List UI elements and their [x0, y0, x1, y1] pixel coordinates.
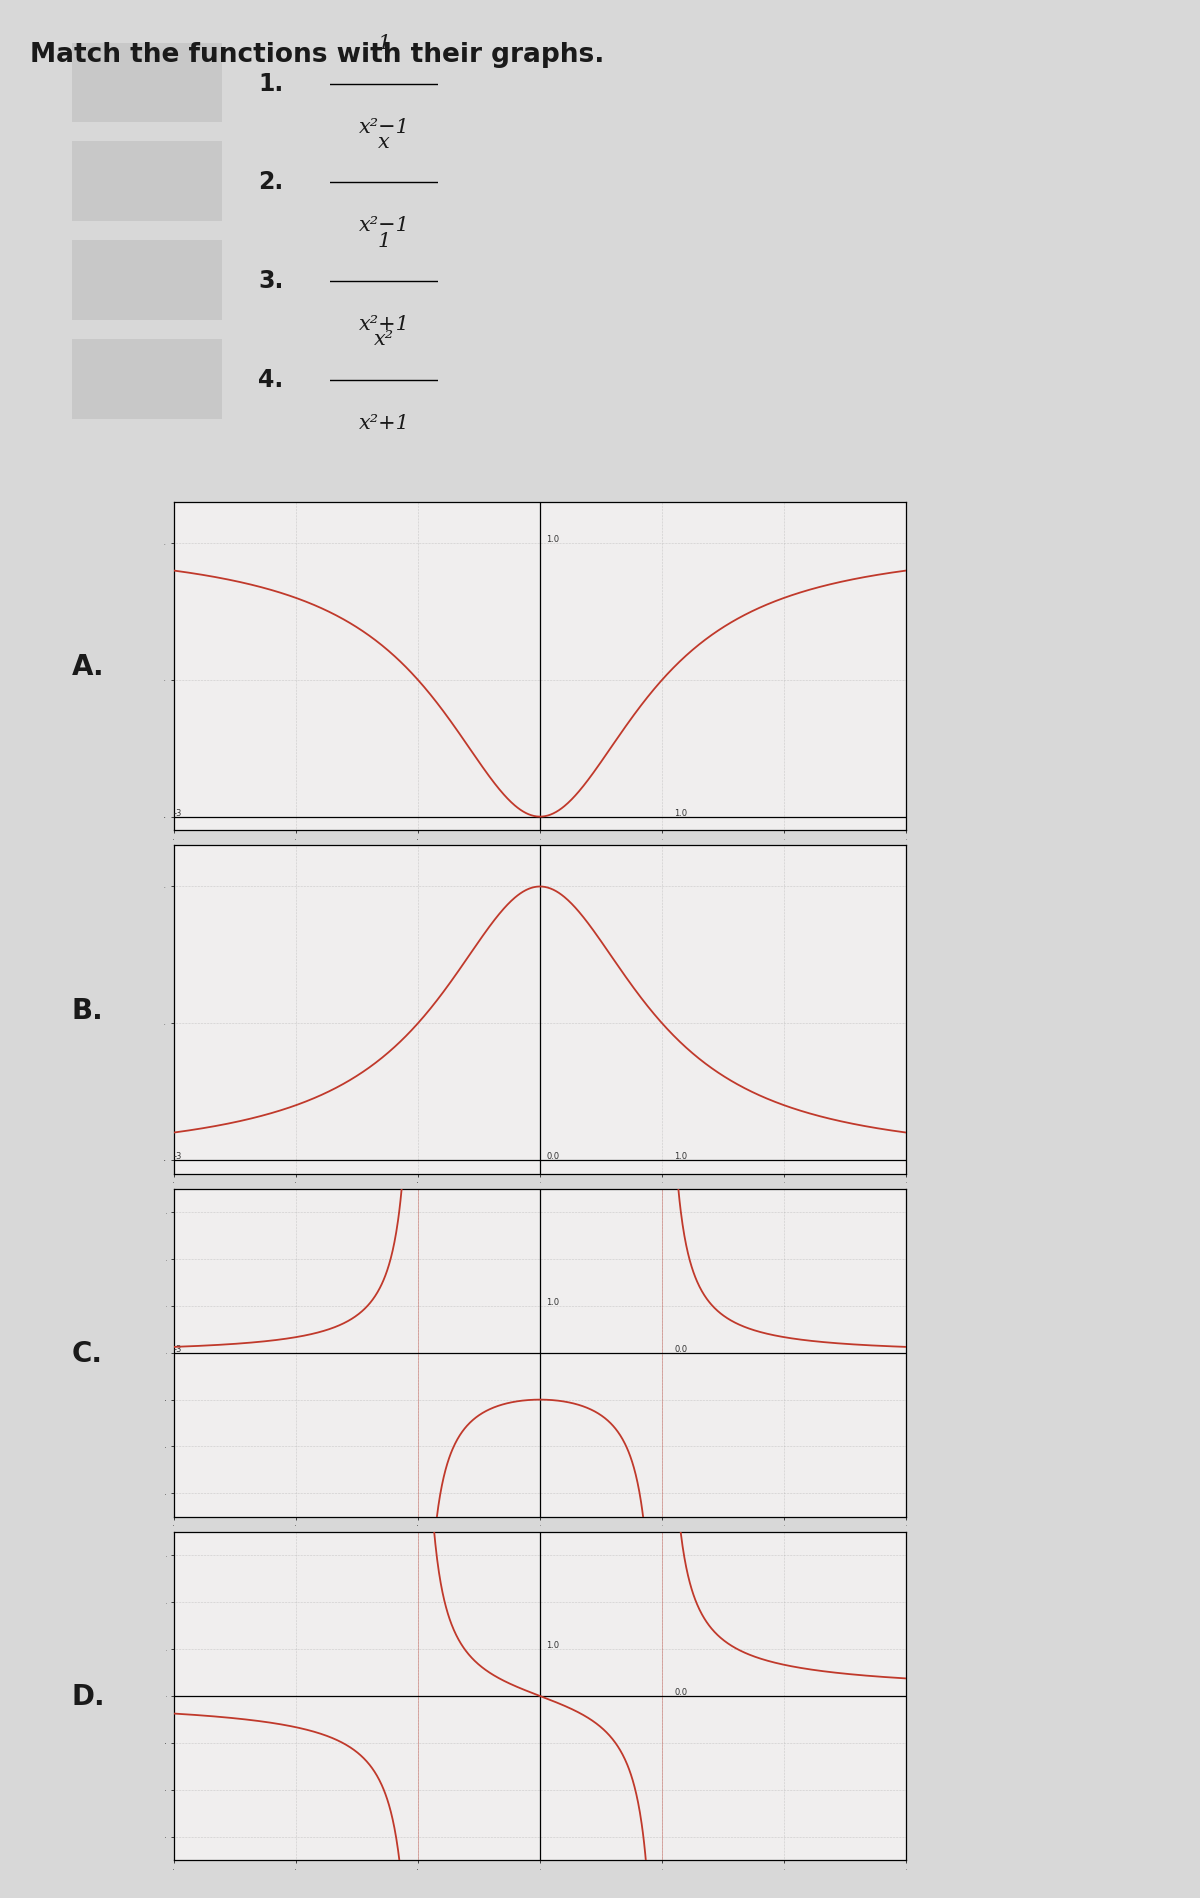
Text: x²: x²: [374, 330, 394, 349]
Text: 0.0: 0.0: [546, 1152, 559, 1160]
Text: 0.0: 0.0: [674, 1344, 688, 1353]
Text: 1.0: 1.0: [546, 1296, 559, 1306]
Text: -3: -3: [174, 1344, 182, 1353]
Text: B.: B.: [72, 996, 103, 1023]
Text: C.: C.: [72, 1340, 103, 1367]
Text: -3: -3: [174, 809, 182, 818]
Text: 1: 1: [377, 232, 391, 251]
Text: 2.: 2.: [258, 171, 283, 194]
Text: -3: -3: [174, 1152, 182, 1160]
FancyBboxPatch shape: [65, 239, 229, 323]
Text: x: x: [378, 133, 390, 152]
Text: x²+1: x²+1: [359, 315, 409, 334]
Text: x²−1: x²−1: [359, 118, 409, 137]
Text: D.: D.: [72, 1682, 106, 1710]
Text: 4.: 4.: [258, 368, 283, 391]
Text: 1.0: 1.0: [546, 1640, 559, 1649]
FancyBboxPatch shape: [65, 338, 229, 421]
Text: 1: 1: [377, 34, 391, 53]
Text: 1.0: 1.0: [674, 1152, 688, 1160]
Text: A.: A.: [72, 653, 104, 681]
Text: 1.: 1.: [258, 72, 283, 95]
Text: x²+1: x²+1: [359, 414, 409, 433]
Text: x²−1: x²−1: [359, 216, 409, 235]
Text: 1.0: 1.0: [546, 535, 559, 545]
Text: Match the functions with their graphs.: Match the functions with their graphs.: [30, 42, 605, 68]
Text: 0.0: 0.0: [674, 1687, 688, 1697]
Text: 1.0: 1.0: [674, 809, 688, 818]
Text: 3.: 3.: [258, 270, 283, 292]
FancyBboxPatch shape: [65, 42, 229, 125]
FancyBboxPatch shape: [65, 140, 229, 224]
